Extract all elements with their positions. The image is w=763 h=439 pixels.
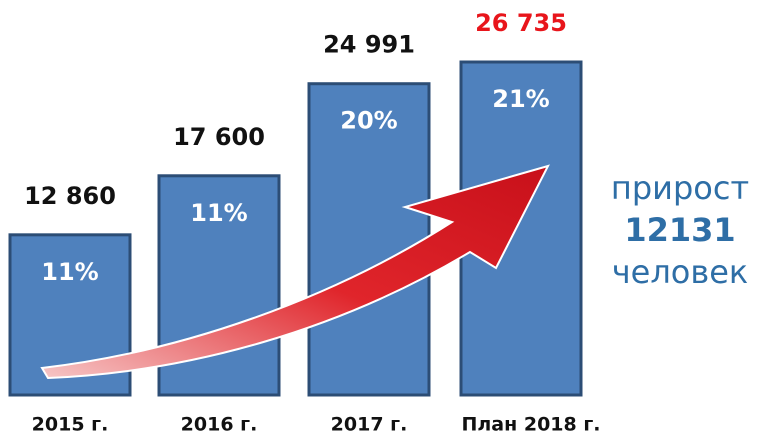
value-label: 26 735 bbox=[475, 9, 567, 37]
value-label: 17 600 bbox=[173, 123, 265, 151]
growth-arrow bbox=[40, 164, 550, 380]
bar bbox=[307, 82, 431, 397]
category-label: План 2018 г. bbox=[461, 414, 600, 436]
percent-label: 11% bbox=[190, 199, 247, 227]
annotation-line1: прирост bbox=[611, 169, 749, 207]
value-label: 24 991 bbox=[323, 31, 415, 59]
category-label: 2016 г. bbox=[181, 414, 258, 436]
percent-label: 20% bbox=[340, 107, 397, 135]
percent-label: 21% bbox=[492, 85, 549, 113]
category-label: 2017 г. bbox=[331, 414, 408, 436]
category-label: 2015 г. bbox=[32, 414, 109, 436]
annotation-line2: человек bbox=[612, 253, 749, 291]
value-label: 12 860 bbox=[24, 182, 116, 210]
annotation-number: 12131 bbox=[624, 211, 735, 249]
percent-label: 11% bbox=[41, 258, 98, 286]
labels: 11% 12 860 2015 г. 11% 17 600 2016 г. 20% 24 99… bbox=[24, 9, 600, 436]
